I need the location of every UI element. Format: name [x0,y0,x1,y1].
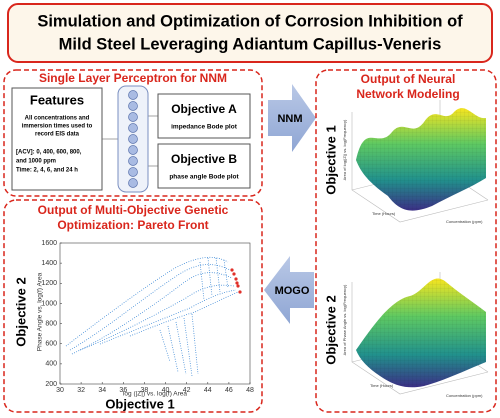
objective-a-subtitle: impedance Bode plot [171,124,238,131]
surface-xlabel: Time (Hours) [372,211,396,216]
panel-heading: Network Modeling [356,87,459,101]
nnm-arrow [268,84,316,152]
neuron [128,112,138,122]
x-tick-label: 46 [225,387,233,394]
features-line: immersion times used to [22,124,93,130]
plot-area [59,242,251,385]
objective-b-subtitle: phase angle Bode plot [169,174,239,181]
objective-1-label: Objective 1 [323,125,338,194]
surface-plot-1: Area of log(|Z|) vs. log(Frequency) Time… [342,100,489,224]
y-axis-label: Phase Angle vs. log(f) Area [37,272,44,351]
features-line: All concentrations and [25,116,90,122]
objective-1-label: Objective 1 [105,396,174,411]
title-line: Simulation and Optimization of Corrosion… [37,12,463,30]
y-tick-label: 400 [45,361,57,368]
nnm-label: NNM [277,113,302,125]
y-tick-label: 200 [45,381,57,388]
objective-2-label: Objective 2 [323,295,338,364]
x-tick-label: 38 [141,387,149,394]
neuron [128,145,138,155]
features-title: Features [30,92,84,107]
pareto-point-cloud [65,256,239,377]
neuron [128,123,138,133]
features-line: Time: 2, 4, 6, and 24 h [16,168,78,174]
x-tick-label: 40 [162,387,170,394]
surface-ylabel: Concentration (ppm) [446,393,483,398]
objective-a-box [157,93,251,139]
surface-ylabel: Concentration (ppm) [446,219,483,224]
y-tick-label: 1000 [41,300,57,307]
objective-b-box [157,143,251,189]
title-line: Mild Steel Leveraging Adiantum Capillus-… [59,35,442,53]
y-tick-label: 800 [45,320,57,327]
features-line: and 1000 ppm [16,159,56,165]
pareto-axes: 30 32 34 36 38 40 42 44 46 48 200 400 600 800 1000 1200… [41,240,254,394]
x-tick-label: 32 [77,387,85,394]
y-tick-label: 1200 [41,280,57,287]
panel-heading: Optimization: Pareto Front [57,218,208,232]
y-tick-label: 1600 [41,240,57,247]
panel-heading: Single Layer Perceptron for NNM [39,71,227,85]
features-text: All concentrations and immersion times u… [16,116,93,174]
features-line: [ACV]: 0, 400, 600, 800, [16,150,82,156]
panel-heading: Output of Neural [361,72,456,86]
features-box [11,87,103,191]
title-box [7,3,493,63]
neuron [128,134,138,144]
mogo-arrow [264,256,314,324]
surface-xlabel: Time (Hours) [370,383,394,388]
neurons [128,90,138,188]
x-tick-label: 36 [119,387,127,394]
x-tick-label: 42 [183,387,191,394]
objective-2-label: Objective 2 [13,277,28,346]
x-tick-label: 30 [56,387,64,394]
x-tick-label: 44 [204,387,212,394]
neuron [128,156,138,166]
surface-zlabel: Area of Phase Angle vs. log(Frequency) [342,284,347,355]
objective-a-title: Objective A [171,102,237,116]
pareto-front [230,268,242,294]
neuron [128,101,138,111]
connections [102,115,158,167]
x-tick-label: 34 [98,387,106,394]
neuron [128,178,138,188]
x-axis-label: log (|Z|) vs. log(f) Area [123,391,187,398]
objective-b-title: Objective B [171,152,237,166]
y-tick-label: 1400 [41,260,57,267]
neuron [128,90,138,100]
panel-heading: Output of Multi-Objective Genetic [38,203,229,217]
neuron [128,167,138,177]
y-tick-label: 600 [45,341,57,348]
features-line: record EIS data [35,132,80,138]
surface-zlabel: Area of log(|Z|) vs. log(Frequency) [342,119,347,180]
x-tick-label: 48 [246,387,254,394]
surface-plot-2: Area of Phase Angle vs. log(Frequency) T… [342,272,489,398]
mogo-label: MOGO [275,285,310,297]
